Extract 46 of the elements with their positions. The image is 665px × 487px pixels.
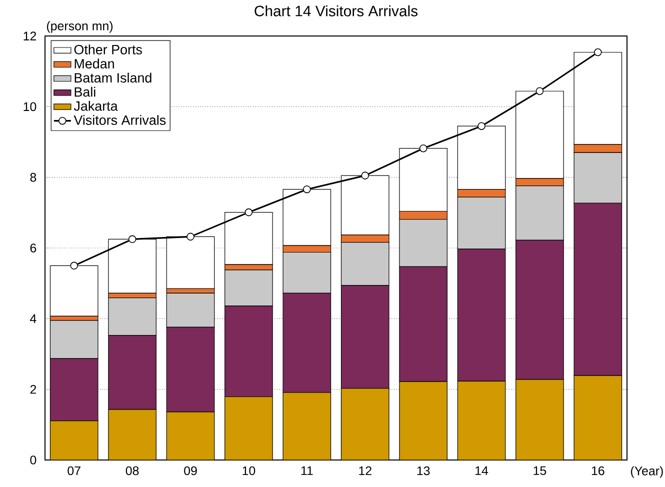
bar (224, 396, 273, 460)
legend-label: Medan (74, 58, 114, 68)
point (70, 262, 78, 270)
bar (516, 379, 564, 460)
bar (574, 375, 622, 460)
bar (166, 412, 214, 460)
legend-label: Other Ports (74, 44, 142, 54)
y-tick-label: 4 (30, 314, 36, 323)
point (536, 87, 544, 95)
x-tick-label: 16 (592, 466, 604, 476)
point (244, 208, 253, 216)
x-tick-label: 08 (126, 466, 139, 476)
point (419, 144, 428, 152)
chart-title: Chart 14 Visitors Arrivals (254, 5, 418, 16)
x-axis-title: (Year) (630, 466, 663, 478)
x-tick-label: 12 (359, 466, 372, 476)
point (303, 185, 311, 194)
y-tick-label: 0 (30, 456, 36, 464)
bar (399, 382, 448, 460)
point (186, 232, 194, 241)
x-tick-label: 10 (242, 466, 256, 476)
x-tick-label: 09 (184, 466, 197, 476)
legend-label: Jakarta (74, 100, 118, 111)
x-tick-label: 14 (476, 466, 488, 475)
point (361, 172, 369, 180)
x-tick-label: 15 (534, 466, 546, 476)
point (478, 122, 486, 130)
bar (283, 392, 331, 460)
bar (341, 388, 389, 460)
bar (108, 409, 156, 460)
bar (458, 381, 506, 460)
y-tick-label: 2 (30, 384, 36, 394)
legend-label: Batam Island (74, 72, 152, 83)
x-tick-label: 07 (68, 466, 80, 476)
y-tick-label: 8 (30, 172, 36, 182)
x-tick-label: 11 (301, 466, 313, 475)
legend-label: Visitors Arrivals (74, 115, 166, 125)
point (594, 48, 602, 56)
y-axis-title: (person mn) (46, 21, 113, 33)
x-tick-label: 13 (417, 466, 430, 476)
y-tick-label: 10 (24, 102, 36, 112)
bar (50, 420, 98, 460)
y-tick-label: 6 (30, 244, 36, 252)
point (128, 235, 136, 244)
legend-label: Bali (74, 86, 96, 97)
y-tick-label: 12 (24, 32, 36, 40)
